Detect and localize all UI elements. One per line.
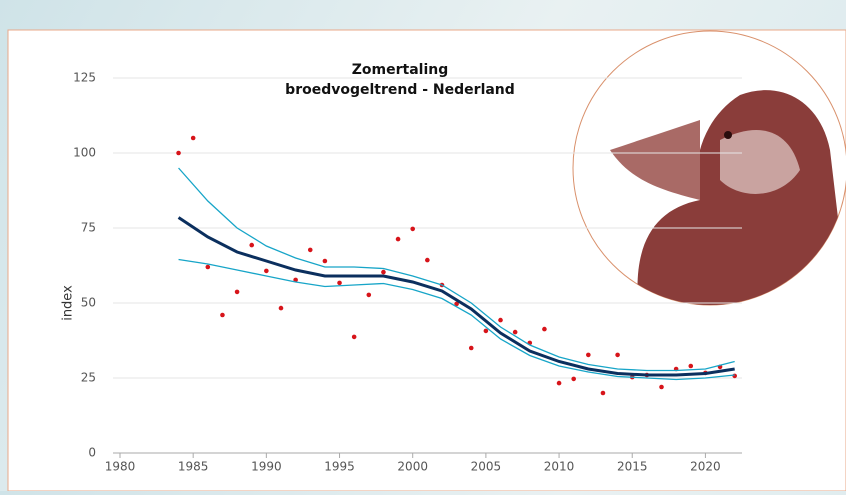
data-point [542,327,547,332]
data-point [176,151,181,156]
x-tick-label: 1980 [105,460,136,474]
data-point [659,385,664,390]
data-point [191,136,196,141]
data-point [235,290,240,295]
data-point [571,377,576,382]
x-tick-label: 2000 [397,460,428,474]
data-point [249,243,254,248]
data-point [396,237,401,242]
chart-subtitle: broedvogeltrend - Nederland [285,82,515,98]
data-point [469,346,474,351]
x-tick-label: 2010 [544,460,575,474]
x-tick-label: 1990 [251,460,282,474]
x-tick-label: 1985 [178,460,209,474]
y-tick-label: 50 [81,296,96,310]
data-point [337,281,342,286]
data-point [352,335,357,340]
data-point [425,258,430,263]
x-tick-label: 2005 [471,460,502,474]
data-point [586,353,591,358]
data-point [308,248,313,253]
data-point [367,293,372,298]
y-tick-label: 125 [73,71,96,85]
x-tick-label: 2020 [690,460,721,474]
data-point [220,313,225,318]
data-point [279,306,284,311]
data-point [498,318,503,323]
y-tick-label: 100 [73,146,96,160]
data-point [513,330,518,335]
data-point [484,329,489,334]
data-point [323,259,328,264]
y-tick-label: 0 [88,446,96,460]
y-tick-label: 25 [81,371,96,385]
data-point [732,374,737,379]
data-point [381,270,386,275]
data-point [410,227,415,232]
data-point [206,265,211,270]
page: Zomertaling broedvogeltrend - Nederland … [0,0,846,491]
data-point [264,269,269,274]
data-point [601,391,606,396]
chart-title: Zomertaling [352,62,448,78]
data-point [615,353,620,358]
data-point [688,364,693,369]
y-tick-label: 75 [81,221,96,235]
y-axis-label: index [61,285,76,321]
data-point [557,381,562,386]
x-tick-label: 1995 [324,460,355,474]
chart: Zomertaling broedvogeltrend - Nederland … [0,0,846,491]
x-tick-label: 2015 [617,460,648,474]
